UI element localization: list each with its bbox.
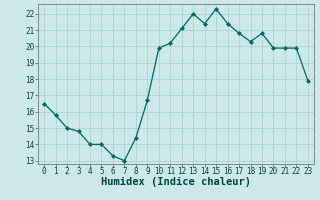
X-axis label: Humidex (Indice chaleur): Humidex (Indice chaleur) xyxy=(101,177,251,187)
